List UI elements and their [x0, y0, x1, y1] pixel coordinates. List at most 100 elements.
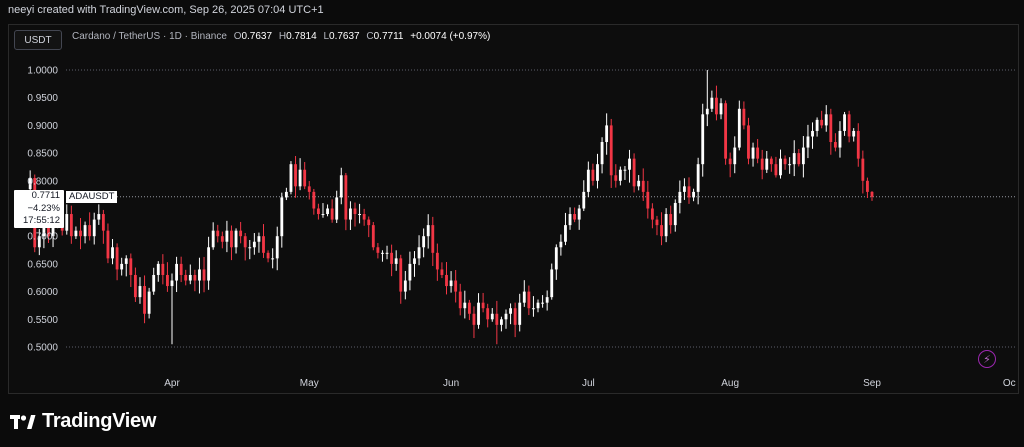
candle-body	[111, 247, 114, 259]
candle	[728, 152, 732, 178]
candle-body	[582, 191, 586, 209]
candle-body	[83, 225, 87, 237]
candle-body	[307, 186, 311, 192]
candle-body	[37, 236, 41, 248]
candle-body	[650, 208, 654, 220]
x-tick-label: Jun	[443, 378, 459, 389]
candle-body	[170, 280, 174, 287]
candle-body	[554, 247, 558, 270]
candle-body	[166, 274, 169, 287]
candle-body	[184, 274, 188, 281]
candle-body	[518, 302, 522, 325]
candle-body	[481, 302, 485, 309]
candle-body	[358, 214, 361, 216]
candle-body	[577, 208, 581, 220]
candle-body	[792, 153, 796, 165]
candle-body	[262, 236, 265, 253]
candle	[243, 232, 247, 261]
candle	[737, 100, 741, 151]
candle-body	[499, 319, 503, 325]
candle	[367, 216, 371, 238]
candle-body	[509, 308, 512, 314]
candle	[463, 290, 467, 319]
high-value: 0.7814	[286, 31, 317, 42]
candle-body	[573, 214, 577, 220]
candle-body	[820, 119, 824, 126]
candle	[88, 212, 92, 241]
candle-body	[742, 108, 746, 126]
candle	[742, 101, 746, 130]
chart-frame	[8, 24, 1019, 394]
candle-body	[559, 241, 563, 248]
y-tick-label: 0.8000	[27, 176, 58, 187]
candle	[92, 212, 96, 245]
candle	[106, 223, 110, 264]
candle	[756, 139, 760, 164]
candle	[193, 269, 197, 292]
candle-body	[74, 230, 78, 237]
candle	[211, 222, 215, 250]
candle-body	[550, 269, 554, 298]
candle	[344, 172, 348, 231]
candle	[815, 117, 819, 137]
candle	[481, 292, 485, 313]
candle	[115, 243, 119, 281]
candle	[385, 245, 389, 260]
candle-body	[737, 108, 741, 148]
candle	[321, 203, 325, 218]
candle-body	[856, 130, 860, 159]
tradingview-brand[interactable]: TradingView	[10, 410, 156, 433]
candle	[207, 236, 211, 290]
candle-body	[207, 247, 211, 281]
candle	[866, 177, 869, 199]
x-tick-label: May	[300, 378, 319, 389]
candle-body	[243, 236, 247, 248]
close-value: 0.7711	[373, 31, 404, 42]
candle-body	[51, 225, 55, 237]
candle-body	[769, 158, 773, 165]
candle	[861, 150, 865, 194]
candle-body	[133, 274, 137, 298]
y-tick-label: 0.8500	[27, 149, 58, 160]
candle	[147, 287, 151, 319]
candle	[248, 240, 252, 260]
candle	[431, 216, 435, 267]
symbol-description[interactable]: Cardano / TetherUS · 1D · Binance	[72, 31, 227, 42]
candle-body	[225, 230, 229, 242]
candle-body	[486, 308, 490, 320]
candle-body	[632, 158, 636, 187]
candle-body	[696, 164, 700, 192]
candle-body	[413, 258, 416, 264]
candle	[724, 100, 728, 165]
candle	[175, 256, 178, 293]
candle	[467, 299, 471, 321]
candle	[811, 122, 814, 149]
y-tick-label: 0.9500	[27, 93, 58, 104]
candles	[28, 70, 874, 345]
last-price-tag: 0.7711 −4.23% 17:55:12	[14, 190, 64, 228]
candle-body	[833, 142, 837, 148]
candle-body	[655, 219, 659, 226]
candle	[230, 225, 233, 261]
candle-body	[646, 191, 650, 209]
lightning-bolt-icon[interactable]: ⚡	[978, 350, 996, 368]
candle	[696, 157, 700, 205]
candle-body	[829, 114, 833, 143]
candle	[623, 166, 627, 180]
candle	[74, 226, 78, 239]
candle	[316, 203, 320, 220]
candle-body	[801, 147, 805, 165]
candle	[179, 256, 183, 283]
candle-body	[344, 175, 348, 220]
candle-body	[303, 169, 307, 187]
candle-body	[435, 252, 439, 270]
candle	[559, 234, 563, 256]
currency-button[interactable]: USDT	[14, 30, 62, 50]
candle	[655, 215, 659, 236]
candle	[527, 285, 531, 316]
candle	[586, 161, 590, 198]
candle-body	[861, 158, 865, 181]
candle-body	[403, 280, 407, 292]
candle	[715, 85, 718, 121]
